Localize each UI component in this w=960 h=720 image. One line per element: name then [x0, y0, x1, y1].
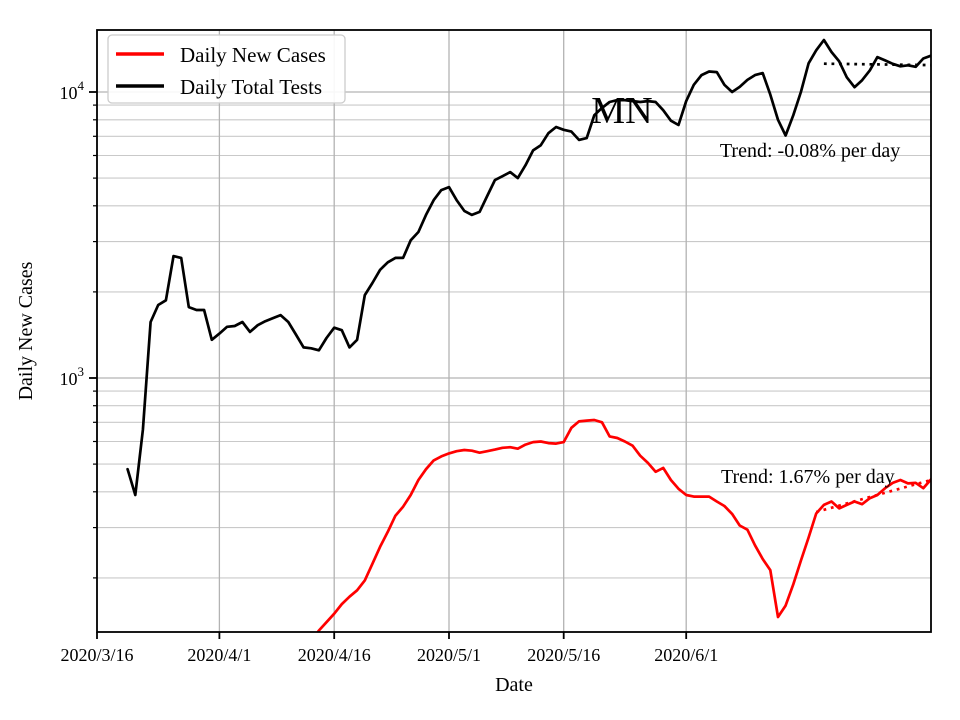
daily-new-cases-line	[316, 418, 931, 632]
cases-trend-label: Trend: 1.67% per day	[721, 466, 895, 488]
axes: 2020/3/16 2020/4/1 2020/4/16 2020/5/1 2020/5…	[60, 78, 719, 665]
x-axis-title: Date	[495, 674, 533, 696]
tests-trend-label: Trend: -0.08% per day	[720, 140, 900, 162]
daily-total-tests-line	[126, 38, 931, 497]
cases-trend-dotted-line	[815, 478, 931, 514]
legend-label: Daily Total Tests	[180, 75, 322, 99]
x-tick-label: 2020/5/16	[527, 645, 600, 665]
legend-label: Daily New Cases	[180, 43, 326, 67]
legend-box	[107, 34, 346, 104]
x-tick-label: 2020/4/16	[298, 645, 371, 665]
y-tick-label: 104	[60, 78, 85, 103]
x-tick-label: 2020/3/16	[60, 645, 133, 665]
series-group	[126, 38, 931, 632]
grid	[96, 30, 931, 632]
x-tick-label: 2020/4/1	[187, 645, 251, 665]
x-tick-label: 2020/5/1	[417, 645, 481, 665]
tests-trend-dotted-line	[823, 62, 931, 67]
y-axis-title: Daily New Cases	[15, 261, 37, 400]
plot-frame	[96, 29, 932, 633]
state-title: MN	[591, 90, 652, 132]
y-tick-label: 103	[60, 364, 85, 389]
legend: Daily New Cases Daily Total Tests	[107, 34, 346, 104]
x-tick-label: 2020/6/1	[654, 645, 718, 665]
